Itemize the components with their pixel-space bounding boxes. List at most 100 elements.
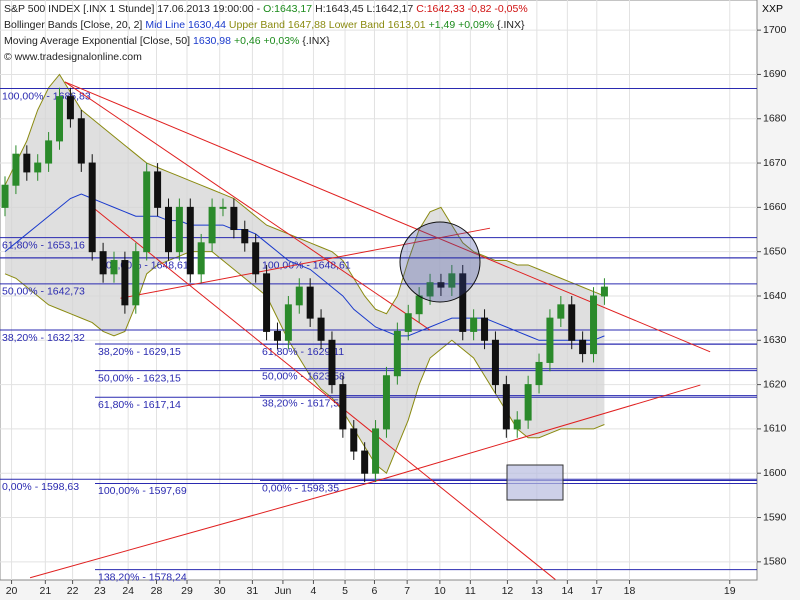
fib-label: 50,00% - 1623,15	[98, 372, 181, 384]
x-tick-label: 23	[94, 585, 106, 597]
trend-line	[64, 81, 431, 331]
header-line: Moving Average Exponential [Close, 50] 16…	[4, 35, 333, 47]
candle-body	[459, 273, 467, 332]
x-tick-label: 19	[724, 585, 736, 597]
fib-label: 138,20% - 1578,24	[98, 571, 187, 583]
candle-body	[219, 206, 227, 209]
candle-body	[437, 282, 445, 288]
x-tick-label: 24	[122, 585, 134, 597]
candle-body	[45, 140, 53, 164]
highlight-circle	[399, 221, 481, 303]
candle-body	[143, 171, 151, 253]
header-line: S&P 500 INDEX [.INX 1 Stunde] 17.06.2013…	[4, 3, 531, 15]
candle-body	[535, 361, 543, 386]
y-tick-label: 1700	[763, 24, 787, 36]
x-tick-label: 14	[562, 585, 574, 597]
candle-body	[56, 96, 64, 142]
y-tick-label: 1580	[763, 556, 787, 568]
x-tick-label: Jun	[274, 585, 291, 597]
y-tick-label: 1610	[763, 423, 787, 435]
candle-body	[524, 384, 532, 421]
candle-body	[415, 295, 423, 315]
axis-label: XXP	[762, 3, 783, 15]
y-tick-label: 1680	[763, 113, 787, 125]
x-tick-label: 12	[502, 585, 514, 597]
candle-body	[328, 339, 336, 386]
highlight-box	[506, 464, 564, 501]
fib-label: 38,20% - 1629,15	[98, 346, 181, 358]
x-tick-label: 4	[311, 585, 317, 597]
candle-body	[23, 153, 31, 173]
x-tick-label: 22	[67, 585, 79, 597]
candle-body	[579, 339, 587, 355]
candle-body	[491, 339, 499, 386]
candle-body	[284, 304, 292, 341]
y-tick-label: 1670	[763, 157, 787, 169]
candle-body	[12, 153, 20, 186]
candle-body	[132, 251, 140, 306]
x-tick-label: 31	[247, 585, 259, 597]
fib-label: 0,00% - 1598,35	[262, 482, 339, 494]
candle-body	[273, 330, 281, 341]
x-tick-label: 7	[404, 585, 410, 597]
header-text: Bollinger Bands [Close, 20, 2]	[4, 19, 143, 31]
candle-body	[241, 229, 249, 244]
candle-body	[230, 206, 238, 231]
candle-body	[557, 304, 565, 319]
x-tick-label: 30	[214, 585, 226, 597]
y-tick-label: 1650	[763, 245, 787, 257]
candle-body	[263, 273, 271, 332]
header-text: Moving Average Exponential [Close, 50]	[4, 35, 191, 47]
candle-body	[470, 317, 478, 332]
candle-body	[1, 184, 9, 208]
candle-body	[88, 162, 96, 253]
candle-body	[382, 375, 390, 430]
plot-layer: 100,00% - 1686,83 61,80% - 1653,16 100,00%…	[0, 0, 757, 583]
band-upper	[4, 73, 605, 315]
candle-body	[502, 384, 510, 430]
candle-body	[568, 304, 576, 341]
candle-body	[186, 206, 194, 275]
x-tick-label: 20	[6, 585, 18, 597]
x-tick-label: 11	[465, 585, 476, 597]
candle-body	[121, 260, 129, 306]
x-tick-label: 29	[181, 585, 193, 597]
candle-body	[481, 317, 489, 341]
y-tick-label: 1600	[763, 467, 787, 479]
candle-body	[175, 206, 183, 253]
fib-label: 38,20% - 1632,32	[2, 332, 85, 344]
header-text: C:1642,33 -0,82 -0,05%	[416, 3, 528, 15]
header-line: Bollinger Bands [Close, 20, 2] Mid Line 1…	[4, 19, 527, 31]
trend-line	[64, 81, 711, 353]
y-tick-label: 1630	[763, 334, 787, 346]
candle-body	[350, 428, 358, 452]
trend-line	[379, 384, 701, 481]
fib-label: 100,00% - 1597,69	[98, 485, 187, 497]
candle-body	[295, 286, 303, 306]
candle-body	[306, 286, 314, 319]
x-tick-label: 5	[342, 585, 348, 597]
trend-line	[120, 227, 491, 299]
candle-body	[317, 317, 325, 341]
candle-body	[339, 384, 347, 430]
header-text: Mid Line 1630,44	[145, 19, 226, 31]
y-tick-label: 1620	[763, 378, 787, 390]
fib-label: 61,80% - 1617,14	[98, 399, 181, 411]
x-tick-label: 6	[372, 585, 378, 597]
candle-body	[448, 273, 456, 288]
header-text: +1,49 +0,09%	[428, 19, 495, 31]
fib-label: 61,80% - 1653,16	[2, 239, 85, 251]
trend-line	[89, 204, 556, 580]
candle-body	[361, 450, 369, 474]
candle-body	[426, 282, 434, 297]
candle-body	[590, 295, 598, 355]
x-tick-label: 21	[39, 585, 51, 597]
header-text: {.INX}	[497, 19, 525, 31]
x-tick-label: 18	[624, 585, 636, 597]
candle-body	[197, 242, 205, 275]
header-text: 1630,98	[193, 35, 231, 47]
header-text: Upper Band 1647,88 Lower Band 1613,01	[228, 19, 426, 31]
fib-label: 100,00% - 1648,61	[262, 260, 351, 272]
